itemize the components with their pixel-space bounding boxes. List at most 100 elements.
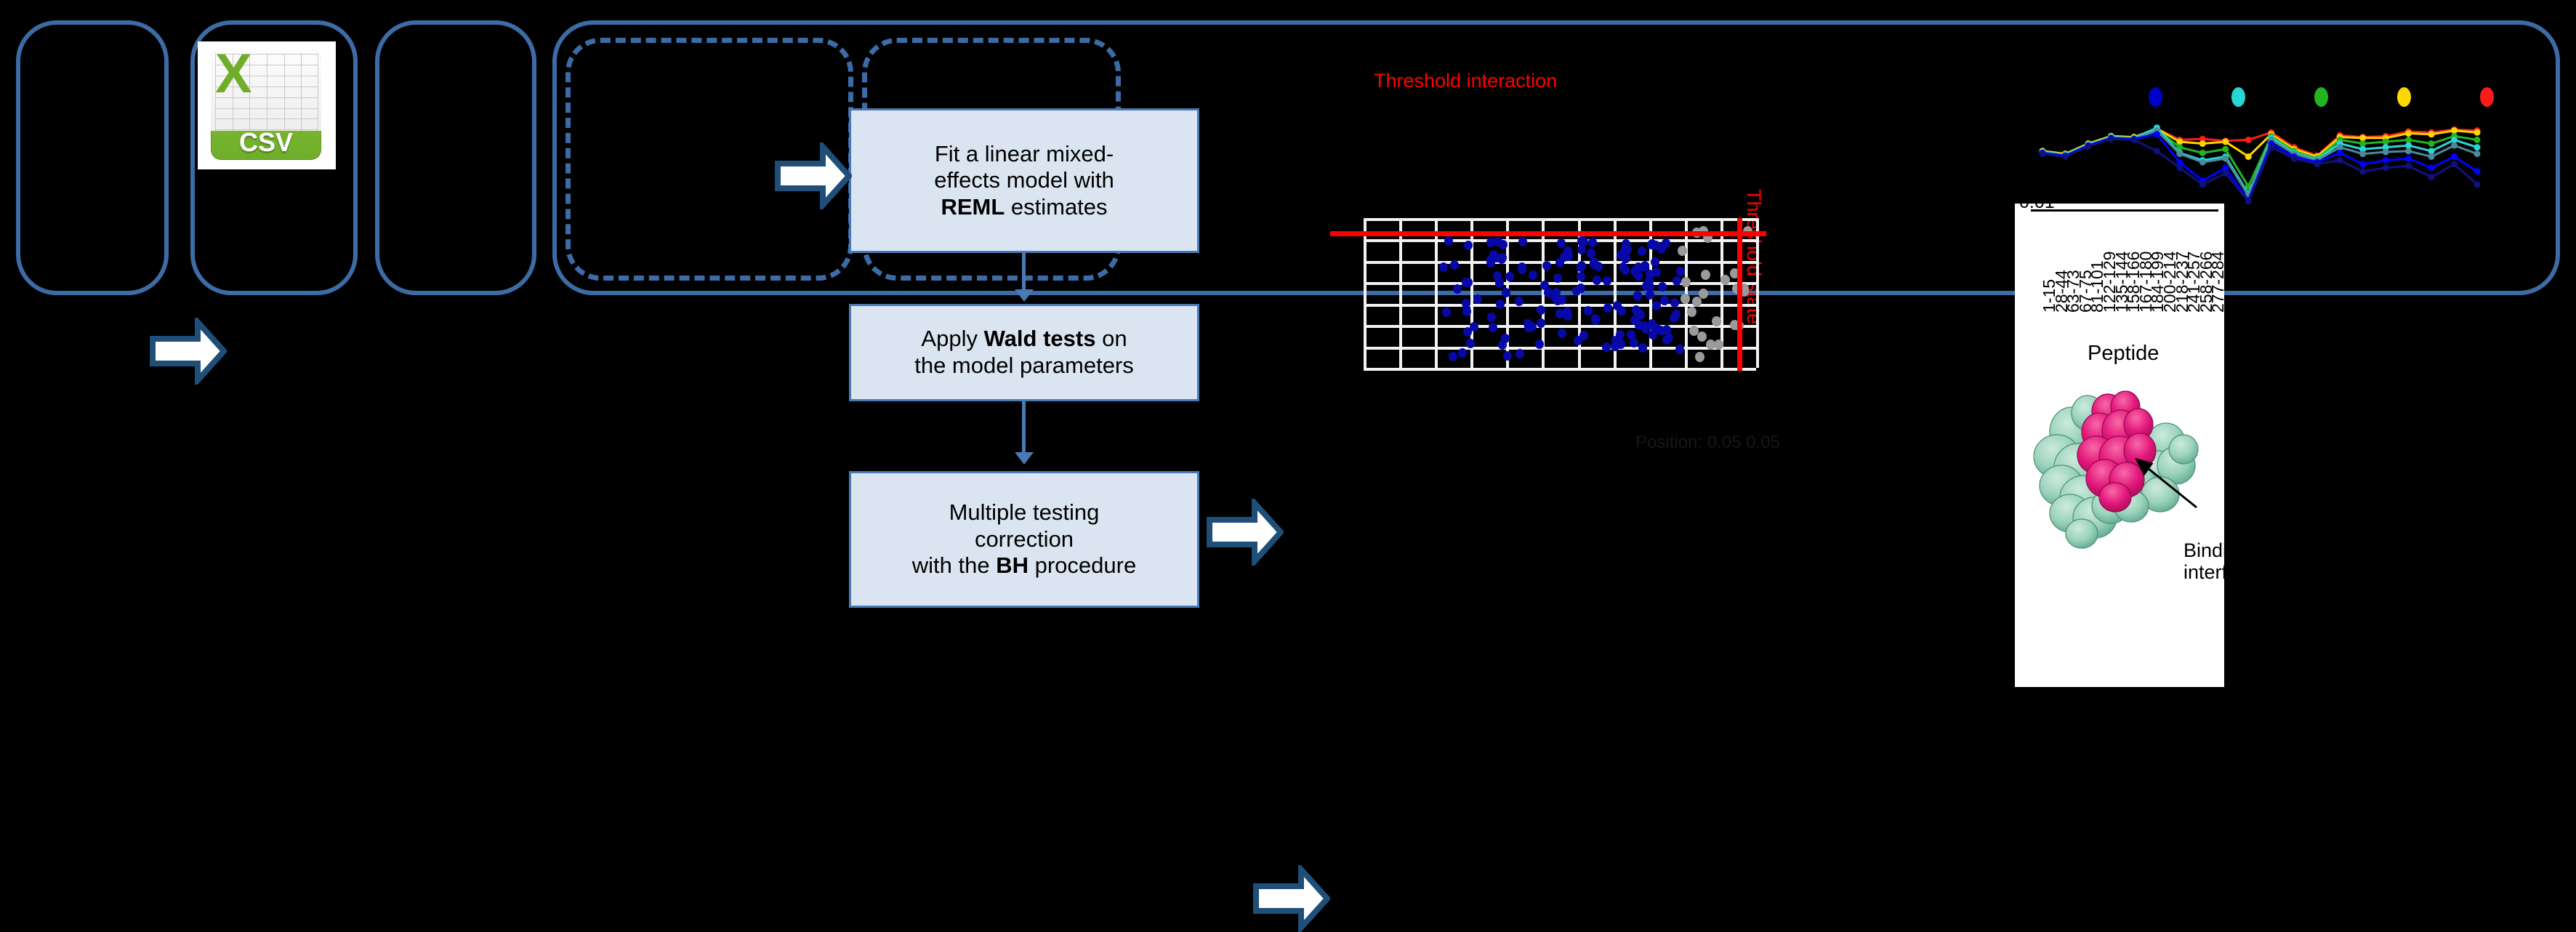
scatter-point xyxy=(1576,262,1585,273)
step-bh-line1: Multiple testing xyxy=(949,499,1100,526)
line-marker xyxy=(2199,181,2206,188)
arrow-scatter-to-structure xyxy=(1253,865,1330,932)
scatter-point xyxy=(1503,350,1513,361)
scatter-point xyxy=(1680,293,1690,304)
scatter-gridline-v xyxy=(1684,218,1688,368)
scatter-point xyxy=(1691,296,1702,307)
scatter-point xyxy=(1486,254,1495,265)
scatter-point xyxy=(1489,322,1498,332)
scatter-point xyxy=(1621,253,1630,263)
scatter-point xyxy=(1602,342,1611,353)
step-bh-box[interactable]: Multiple testing correction with the BH … xyxy=(849,471,1199,608)
line-marker xyxy=(2336,144,2343,151)
scatter-point xyxy=(1589,259,1598,269)
scatter-point xyxy=(1502,288,1511,298)
line-marker xyxy=(2428,164,2435,172)
legend-dot xyxy=(2231,87,2245,107)
line-marker xyxy=(2039,150,2046,158)
scatter-point xyxy=(1518,237,1528,247)
line-marker xyxy=(2199,135,2206,142)
scatter-point xyxy=(1588,238,1598,247)
scatter-point xyxy=(1652,300,1662,310)
line-marker xyxy=(2382,138,2389,145)
panel-analysis xyxy=(375,20,536,295)
scatter-point xyxy=(1626,329,1635,340)
scatter-point xyxy=(1537,318,1546,329)
scatter-gridline-v xyxy=(1435,218,1438,368)
scatter-point xyxy=(1695,351,1705,362)
scatter-point xyxy=(1487,312,1497,322)
step-bh-bold: BH xyxy=(996,553,1029,579)
connector-reml-wald-head xyxy=(1015,289,1034,302)
scatter-point xyxy=(1638,342,1647,353)
scatter-point xyxy=(1558,295,1567,305)
line-marker xyxy=(2245,136,2252,143)
scatter-point xyxy=(1696,332,1707,342)
csv-sheet: X xyxy=(211,49,321,132)
scatter-point xyxy=(1720,274,1731,285)
line-marker xyxy=(2222,138,2229,145)
scatter-point xyxy=(1536,305,1545,316)
scatter-point xyxy=(1501,334,1510,344)
line-marker xyxy=(2451,153,2458,160)
line-marker xyxy=(2061,153,2069,160)
scatter-point xyxy=(1544,288,1553,298)
scatter-point xyxy=(1505,272,1515,282)
line-marker xyxy=(2222,145,2229,153)
line-marker xyxy=(2153,131,2160,138)
scatter-point xyxy=(1632,305,1641,316)
line-marker xyxy=(2405,129,2412,137)
line-marker xyxy=(2153,148,2160,155)
protein-structure-illustration xyxy=(2033,390,2199,549)
scatter-point xyxy=(1670,313,1679,324)
legend-dot xyxy=(2314,87,2328,107)
line-chart-svg xyxy=(2039,124,2481,205)
scatter-point xyxy=(1469,322,1478,332)
scatter-point xyxy=(1465,339,1475,349)
scatter-point xyxy=(1711,316,1721,327)
peptide-tick-label: 277-284 xyxy=(2208,251,2224,313)
scatter-point xyxy=(1558,328,1567,338)
scatter-point xyxy=(1576,272,1585,282)
scatter-point xyxy=(1444,236,1453,246)
csv-file-icon: X CSV xyxy=(211,49,321,160)
line-marker xyxy=(2474,129,2481,136)
scatter-point xyxy=(1660,296,1670,306)
binding-label-line1: Binding xyxy=(2183,539,2224,561)
scatter-point xyxy=(1729,268,1739,278)
scatter-point xyxy=(1672,276,1681,286)
line-marker xyxy=(2451,142,2458,149)
scatter-gridline-h xyxy=(1364,282,1756,286)
x-axis-title: Peptide xyxy=(2088,342,2160,365)
scatter-point xyxy=(1714,339,1724,350)
scatter-gridline-h xyxy=(1364,325,1756,329)
interaction-scatter-plot xyxy=(1329,80,1707,240)
scatter-point xyxy=(1518,262,1527,272)
scatter-point xyxy=(1553,273,1563,283)
legend-dot xyxy=(2480,87,2494,107)
line-marker xyxy=(2199,158,2206,166)
line-marker xyxy=(2359,145,2367,153)
step-wald-box[interactable]: Apply Wald tests on the model parameters xyxy=(849,304,1199,401)
step-reml-box[interactable]: Fit a linear mixed- effects model with R… xyxy=(849,108,1199,253)
scatter-point xyxy=(1557,238,1566,248)
scatter-gridline-h xyxy=(1364,368,1756,371)
step-reml-line3: estimates xyxy=(1005,193,1108,220)
line-marker xyxy=(2405,155,2412,162)
scatter-point xyxy=(1563,310,1572,321)
step-reml-line2: effects model with xyxy=(934,167,1114,193)
scatter-point xyxy=(1611,342,1620,352)
line-marker xyxy=(2268,144,2275,151)
line-marker xyxy=(2451,136,2458,143)
line-marker xyxy=(2336,157,2343,164)
scatter-point xyxy=(1701,269,1710,280)
connector-reml-wald xyxy=(1022,253,1026,291)
line-marker xyxy=(2382,164,2389,172)
line-marker xyxy=(2222,155,2229,162)
scatter-point xyxy=(1462,327,1472,337)
scatter-point xyxy=(1494,278,1504,289)
line-marker xyxy=(2405,162,2412,169)
scatter-point xyxy=(1452,284,1462,294)
scatter-point xyxy=(1645,290,1654,300)
panel-csv xyxy=(190,20,358,295)
